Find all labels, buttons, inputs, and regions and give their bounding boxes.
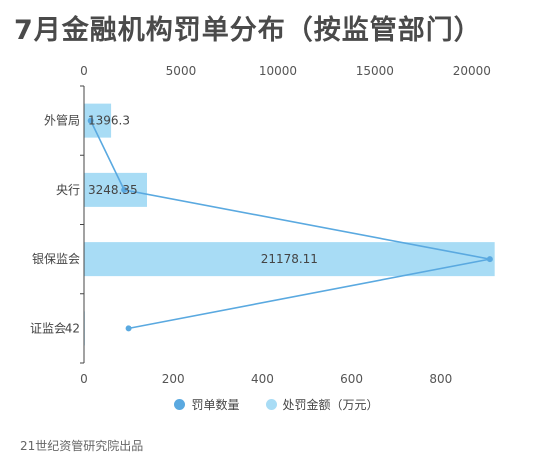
top-axis-tick-label: 10000 <box>259 64 297 78</box>
source-note: 21世纪资管研究院出品 <box>20 439 144 453</box>
count-series-line <box>89 120 491 330</box>
top-axis-tick-label: 15000 <box>356 64 394 78</box>
bar-data-label: 21178.11 <box>261 252 318 266</box>
legend-swatch-count <box>174 399 186 410</box>
bar-data-label: 1396.3 <box>88 114 130 128</box>
bar-data-label: 42 <box>65 321 80 335</box>
count-series-point <box>486 256 493 263</box>
legend-label-count: 罚单数量 <box>191 398 240 412</box>
category-label: 外管局 <box>44 113 80 128</box>
bar <box>84 172 147 207</box>
bottom-axis-tick-label: 400 <box>251 372 274 386</box>
legend-item-count[interactable]: 罚单数量 <box>174 396 240 413</box>
count-series-point <box>121 186 128 193</box>
category-label: 证监会 <box>30 321 66 335</box>
category-label: 央行 <box>56 183 80 197</box>
bottom-axis-tick-label: 200 <box>162 372 185 386</box>
count-series-point <box>125 325 132 332</box>
top-axis-tick-label: 0 <box>80 64 88 78</box>
category-label: 银保监会 <box>32 252 80 266</box>
bottom-axis-tick-label: 0 <box>80 372 88 386</box>
count-series-point <box>87 117 94 124</box>
top-axis-tick-label: 5000 <box>166 64 197 78</box>
bar-data-label: 3248.35 <box>88 183 138 197</box>
bottom-axis-tick-label: 800 <box>429 372 452 386</box>
legend-item-amount[interactable]: 处罚金额（万元） <box>265 396 379 413</box>
legend-swatch-amount <box>265 399 277 410</box>
legend: 罚单数量 处罚金额（万元） <box>0 396 553 413</box>
legend-label-amount: 处罚金额（万元） <box>282 398 379 412</box>
bottom-axis-tick-label: 600 <box>340 372 363 386</box>
chart: 0 5000 10000 15000 20000 0 200 400 600 800 外管局央行银… <box>30 64 495 386</box>
top-axis-tick-label: 20000 <box>453 64 491 78</box>
chart-title: 7月金融机构罚单分布（按监管部门） <box>14 15 482 46</box>
